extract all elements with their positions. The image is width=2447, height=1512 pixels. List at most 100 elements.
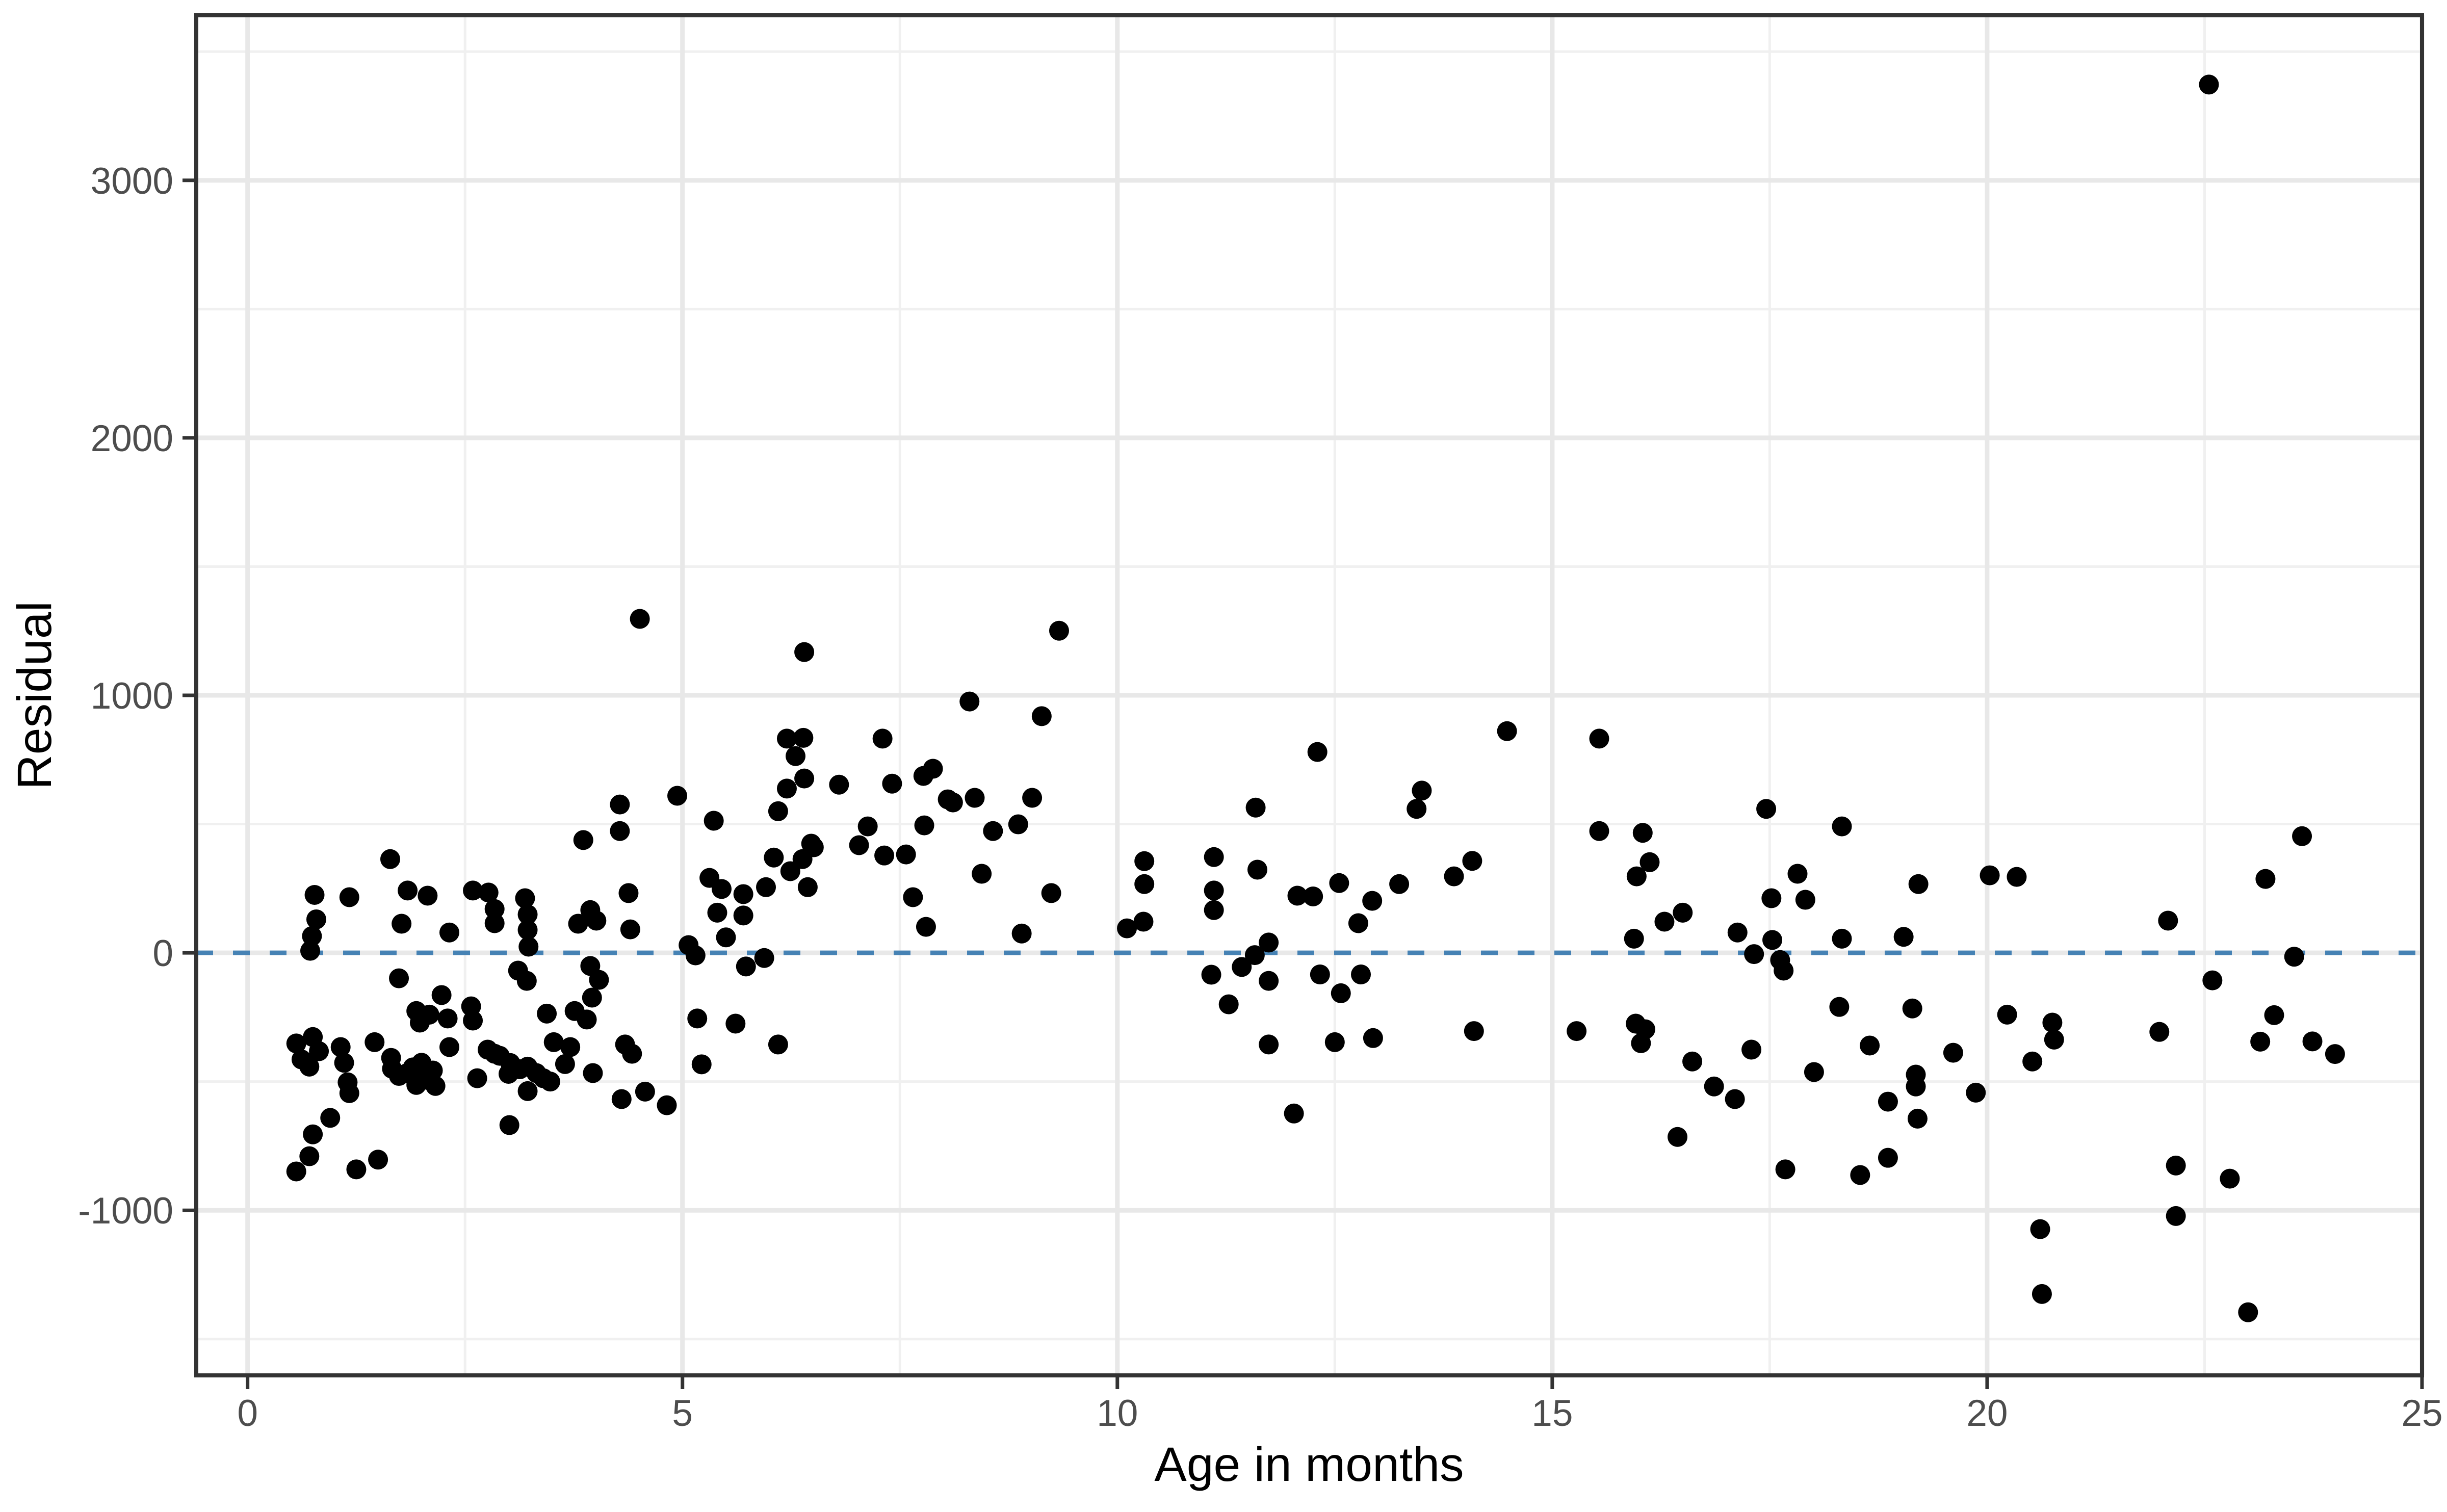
data-point xyxy=(1668,1127,1688,1147)
data-point xyxy=(1022,788,1043,808)
data-point xyxy=(1351,964,1371,985)
data-point xyxy=(439,922,459,943)
data-point xyxy=(2255,869,2276,889)
data-point xyxy=(2042,1012,2063,1033)
data-point xyxy=(1878,1148,1898,1168)
data-point xyxy=(2220,1168,2240,1189)
data-point xyxy=(1497,721,1517,741)
data-point xyxy=(1860,1035,1880,1056)
y-tick-label: -1000 xyxy=(78,1190,173,1232)
data-point xyxy=(517,904,538,925)
data-point xyxy=(330,1037,351,1057)
data-point xyxy=(478,882,499,903)
data-point xyxy=(872,728,893,749)
data-point xyxy=(1727,922,1748,943)
data-point xyxy=(1787,864,1808,884)
data-point xyxy=(437,1008,458,1029)
data-point xyxy=(484,913,505,933)
data-point xyxy=(1893,927,1914,947)
data-point xyxy=(1980,865,2000,885)
data-point xyxy=(517,1081,538,1101)
x-tick-label: 0 xyxy=(237,1393,258,1434)
data-point xyxy=(1626,866,1647,887)
data-point xyxy=(2202,970,2223,990)
data-point xyxy=(365,1032,385,1052)
data-point xyxy=(736,956,756,977)
data-point xyxy=(1682,1051,1703,1072)
data-point xyxy=(1324,1032,1345,1052)
data-point xyxy=(874,845,895,866)
data-point xyxy=(1832,816,1852,837)
data-point xyxy=(1741,1039,1762,1060)
data-point xyxy=(1943,1042,1963,1063)
data-point xyxy=(320,1108,341,1128)
data-point xyxy=(2149,1022,2170,1042)
data-point xyxy=(368,1150,388,1170)
data-point xyxy=(1744,944,1764,964)
data-point xyxy=(793,727,814,748)
data-point xyxy=(2158,910,2178,931)
data-point xyxy=(959,691,980,712)
data-point xyxy=(1244,945,1265,966)
data-point xyxy=(1331,983,1351,1003)
data-point xyxy=(972,864,992,884)
data-point xyxy=(1832,928,1852,949)
data-point xyxy=(1704,1076,1724,1097)
data-point xyxy=(515,888,535,908)
data-point xyxy=(1117,918,1137,939)
data-point xyxy=(1997,1004,2017,1025)
data-point xyxy=(1348,913,1368,933)
y-tick-label: 1000 xyxy=(91,675,173,717)
data-point xyxy=(618,883,639,903)
data-point xyxy=(1635,1019,1655,1039)
data-point xyxy=(306,909,326,929)
data-point xyxy=(1008,814,1028,835)
data-point xyxy=(2166,1155,2186,1176)
data-point xyxy=(392,914,412,934)
data-point xyxy=(380,849,400,869)
data-point xyxy=(484,899,505,919)
data-point xyxy=(309,1041,329,1061)
y-tick-label: 0 xyxy=(152,933,173,974)
data-point xyxy=(586,910,607,931)
data-point xyxy=(1966,1082,1986,1103)
data-point xyxy=(699,868,720,888)
data-point xyxy=(1829,997,1850,1017)
data-point xyxy=(1804,1062,1824,1082)
data-point xyxy=(1362,891,1383,911)
data-point xyxy=(829,774,849,795)
data-point xyxy=(611,1089,632,1109)
data-point xyxy=(583,1063,603,1083)
data-point xyxy=(419,1004,439,1025)
data-point xyxy=(896,844,916,865)
data-point xyxy=(1654,911,1675,932)
x-tick-label: 20 xyxy=(1966,1393,2008,1434)
data-point xyxy=(1624,928,1644,949)
data-point xyxy=(1902,998,1922,1019)
data-point xyxy=(304,884,325,905)
data-point xyxy=(622,1044,642,1064)
x-tick-label: 25 xyxy=(2401,1393,2442,1434)
data-point xyxy=(1589,821,1609,841)
data-point xyxy=(1204,847,1224,867)
data-point xyxy=(339,887,359,907)
data-point xyxy=(582,987,602,1008)
data-point xyxy=(1462,851,1482,871)
data-point xyxy=(635,1081,655,1102)
data-point xyxy=(776,778,797,799)
data-point xyxy=(754,948,774,968)
data-point xyxy=(803,837,824,857)
data-point xyxy=(589,970,609,990)
data-point xyxy=(1407,799,1427,819)
data-point xyxy=(1762,930,1783,950)
data-point xyxy=(2022,1051,2043,1072)
data-point xyxy=(334,1053,354,1073)
x-tick-label: 15 xyxy=(1531,1393,1573,1434)
data-point xyxy=(560,1037,581,1057)
data-point xyxy=(1049,620,1069,641)
data-point xyxy=(543,1032,564,1052)
data-point xyxy=(794,642,815,662)
data-point xyxy=(1795,890,1815,910)
data-point xyxy=(857,816,878,837)
